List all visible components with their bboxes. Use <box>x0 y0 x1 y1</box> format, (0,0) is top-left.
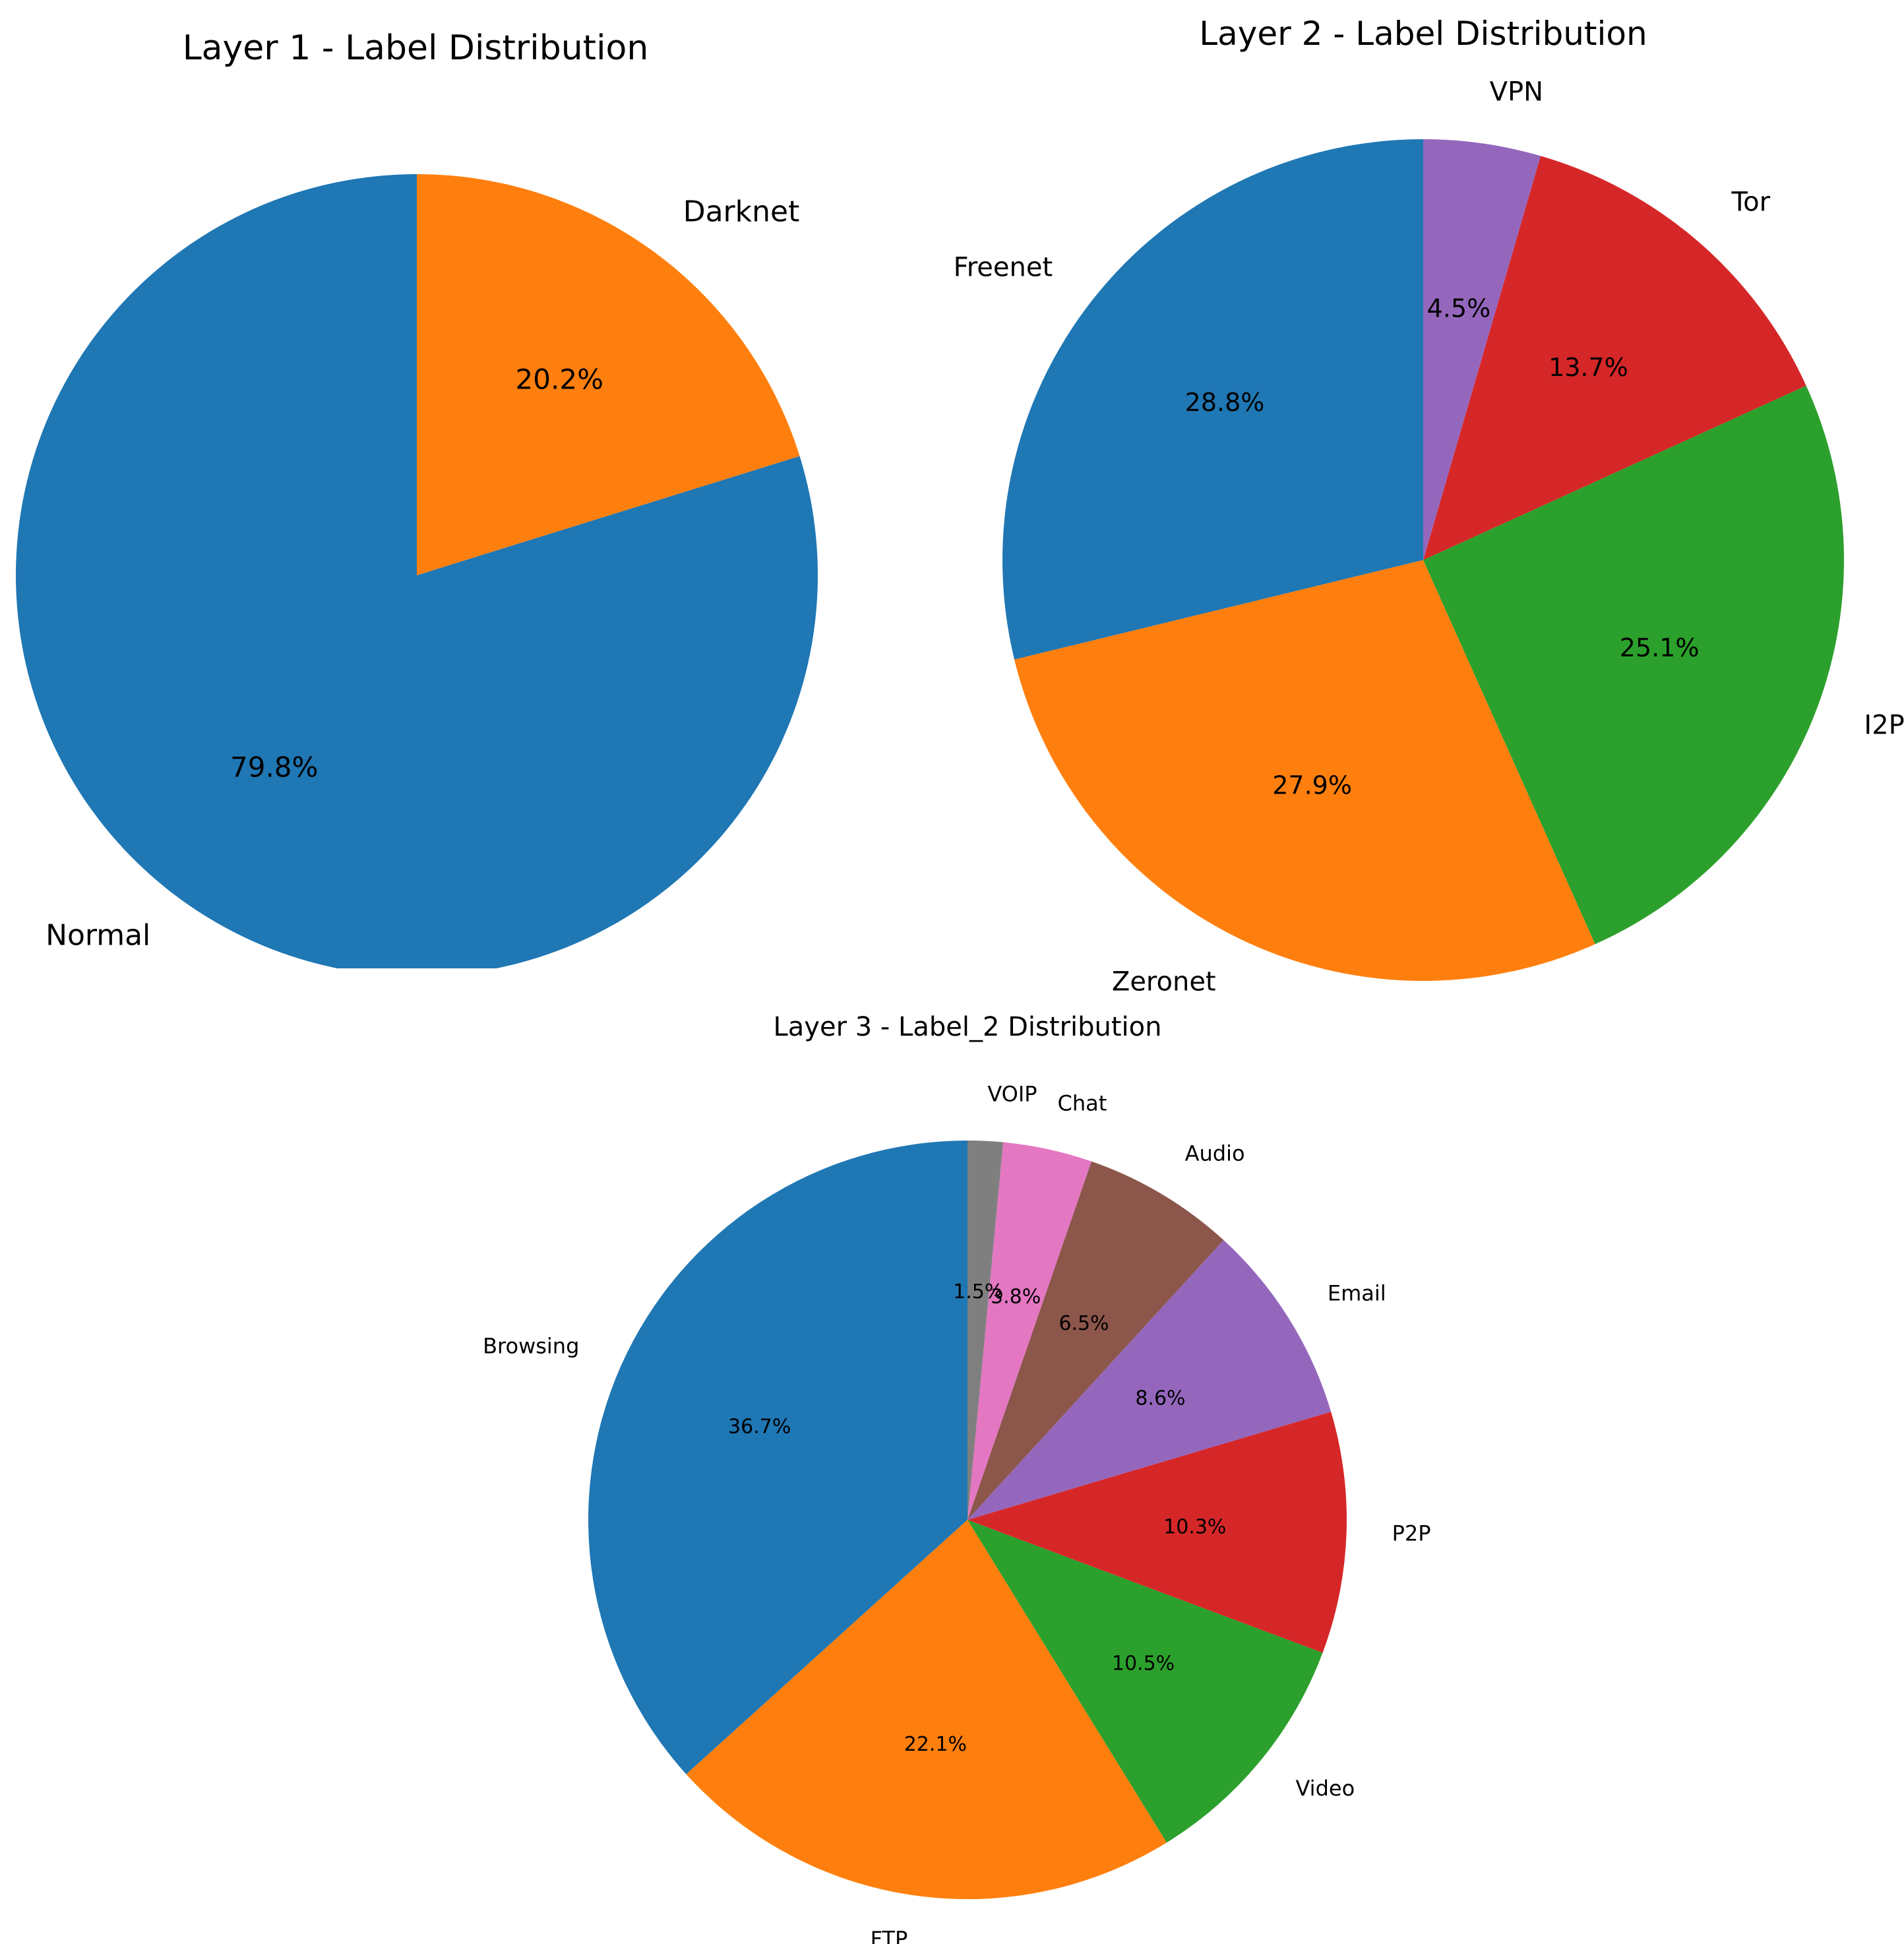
chart-3-pct-chat: 3.8% <box>991 1285 1041 1308</box>
chart-2-slice-freenet <box>1002 139 1423 660</box>
chart-3-pct-audio: 6.5% <box>1059 1312 1109 1335</box>
chart-2-label-freenet: Freenet <box>954 253 1053 283</box>
chart-3-slice-email <box>967 1239 1332 1520</box>
chart-3-title: Layer 3 - Label_2 Distribution <box>774 1012 1162 1042</box>
chart-3-pie: Browsing 36.7% FTP 22.1% Video 10.5% P2P 10.3% E… <box>483 1082 1430 1944</box>
chart-2-slice-i2p <box>1423 385 1845 945</box>
chart-1-label-darknet: Darknet <box>683 195 800 229</box>
chart-3-pct-p2p: 10.3% <box>1163 1515 1226 1538</box>
chart-3-slice-audio <box>967 1161 1224 1520</box>
chart-3-label-voip: VOIP <box>987 1082 1037 1107</box>
chart-3-pct-browsing: 36.7% <box>728 1416 791 1439</box>
chart-3-pct-email: 8.6% <box>1135 1387 1185 1410</box>
chart-2-pct-i2p: 25.1% <box>1620 633 1700 662</box>
chart-2-label-zeronet: Zeronet <box>1112 967 1216 997</box>
chart-1-slice-normal <box>16 174 818 968</box>
chart-2-slice-vpn <box>1423 139 1541 560</box>
chart-3-slice-chat <box>967 1142 1091 1520</box>
chart-3-label-p2p: P2P <box>1392 1521 1431 1546</box>
chart-2-title: Layer 2 - Label Distribution <box>1199 15 1647 53</box>
chart-2-slice-zeronet <box>1014 560 1595 981</box>
chart-2-pct-vpn: 4.5% <box>1427 294 1491 323</box>
chart-3-pct-voip: 1.5% <box>953 1280 1003 1303</box>
chart-3-slice-voip <box>967 1141 1004 1520</box>
chart-3-label-video: Video <box>1295 1776 1355 1801</box>
chart-2-slice-tor <box>1423 156 1806 560</box>
chart-1-pct-darknet: 20.2% <box>516 363 603 396</box>
chart-2-pct-tor: 13.7% <box>1549 353 1628 382</box>
chart-2-label-vpn: VPN <box>1490 77 1543 108</box>
chart-3-label-email: Email <box>1328 1280 1386 1305</box>
chart-3-pct-ftp: 22.1% <box>904 1733 967 1756</box>
chart-3-label-ftp: FTP <box>871 1927 908 1944</box>
chart-2-label-i2p: I2P <box>1864 710 1904 741</box>
chart-3-slice-video <box>967 1520 1323 1843</box>
chart-2-label-tor: Tor <box>1731 187 1770 218</box>
chart-3-label-chat: Chat <box>1058 1091 1107 1116</box>
chart-1-pct-normal: 79.8% <box>230 751 318 783</box>
chart-1-pie: Normal 79.8% Darknet 20.2% <box>16 174 818 968</box>
chart-1-label-normal: Normal <box>46 918 150 952</box>
chart-3-pct-video: 10.5% <box>1112 1652 1175 1676</box>
chart-3-slice-p2p <box>967 1412 1347 1653</box>
chart-1-title: Layer 1 - Label Distribution <box>183 28 649 68</box>
chart-3-slice-browsing <box>588 1141 967 1774</box>
chart-2-pct-zeronet: 27.9% <box>1272 770 1352 800</box>
chart-3-label-audio: Audio <box>1185 1141 1245 1166</box>
chart-2-pct-freenet: 28.8% <box>1185 388 1265 417</box>
chart-2-pie: Freenet 28.8% Zeronet 27.9% I2P 25.1% Tor 13.7%… <box>954 77 1904 997</box>
chart-3-slice-ftp <box>686 1520 1167 1899</box>
chart-1-slice-darknet <box>417 174 800 575</box>
chart-3-label-browsing: Browsing <box>483 1334 579 1359</box>
